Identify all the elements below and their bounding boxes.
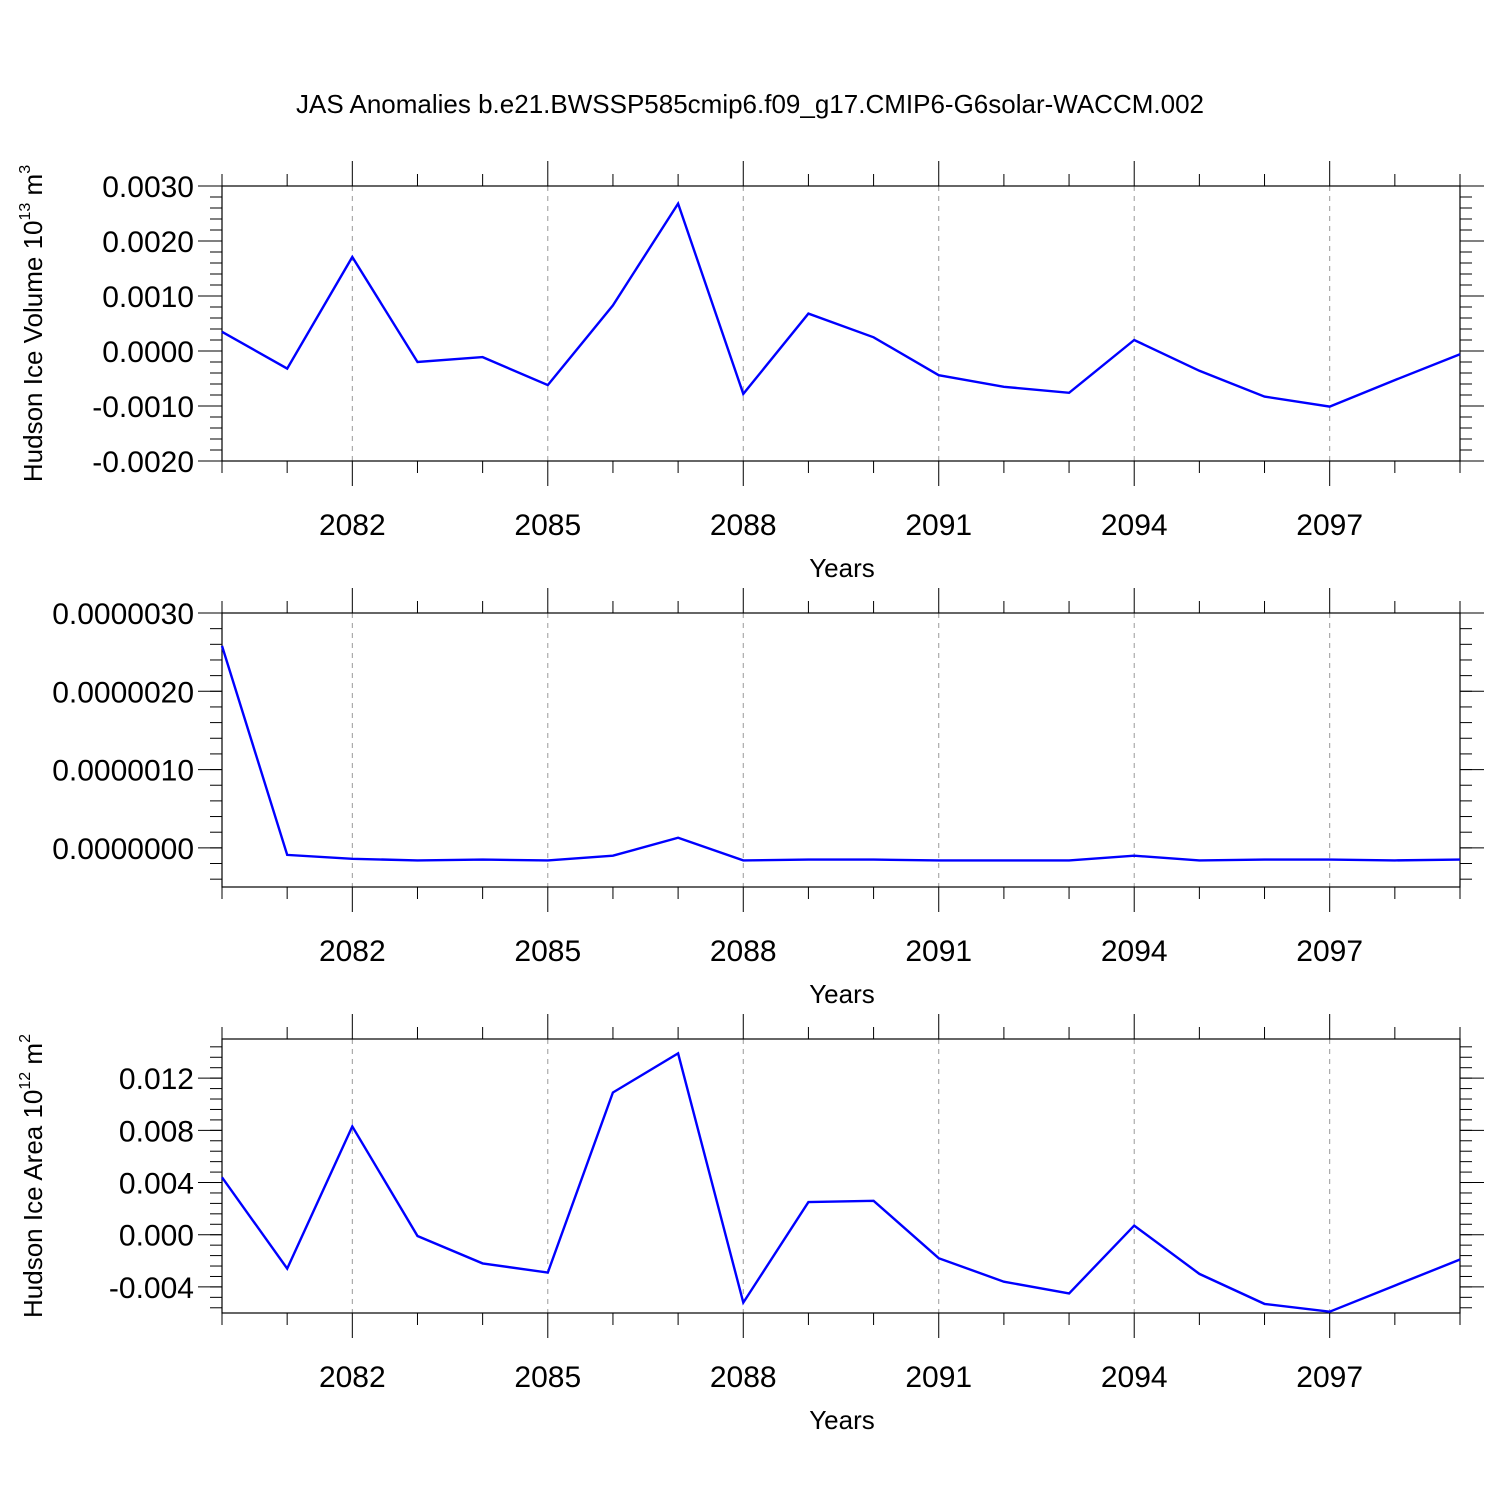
panel-1: -0.0020 -0.0010 0.0000 0.0010 0.0020 0.0030 20…: [17, 161, 1484, 583]
x-tick-label: 2097: [1296, 935, 1363, 968]
x-tick-label: 2091: [905, 935, 972, 968]
x-tick-label: 2085: [514, 935, 581, 968]
y-tick-label: 0.0000: [102, 336, 194, 369]
y-tick-label: -0.004: [109, 1272, 194, 1305]
plot-frame: [221, 185, 1461, 462]
x-tick-label: 2091: [905, 509, 972, 542]
y-tick-label: 0.0000010: [52, 755, 194, 788]
y-tick-label: 0.008: [119, 1115, 194, 1148]
y-tick-label: -0.0020: [92, 446, 194, 479]
x-tick-label: 2088: [710, 1361, 777, 1394]
y-axis-title-exp: 13: [17, 203, 34, 221]
x-axis-title: Years: [809, 553, 875, 583]
x-tick-label: 2097: [1296, 509, 1363, 542]
y-axis-title: Hudson Ice Volume 1013 m3: [17, 165, 48, 482]
series-line: [221, 200, 1461, 408]
x-tick-label: 2088: [710, 509, 777, 542]
y-axis-title-unit: m: [18, 174, 48, 203]
plot-frame: [221, 612, 1461, 888]
chart-title: JAS Anomalies b.e21.BWSSP585cmip6.f09_g1…: [296, 89, 1204, 119]
y-axis-title-unit-exp: 3: [17, 165, 34, 174]
x-axis-title: Years: [809, 1405, 875, 1435]
x-tick-label: 2091: [905, 1361, 972, 1394]
x-axis-title: Years: [809, 979, 875, 1009]
y-tick-label: 0.0030: [102, 171, 194, 204]
y-tick-label: 0.0000020: [52, 676, 194, 709]
y-axis-title-unit-exp: 2: [17, 1034, 34, 1043]
x-tick-label: 2082: [319, 1361, 386, 1394]
y-tick-label: 0.0020: [102, 226, 194, 259]
y-tick-label: 0.012: [119, 1063, 194, 1096]
y-tick-label: 0.0000030: [52, 598, 194, 631]
x-tick-label: 2082: [319, 509, 386, 542]
y-tick-label: -0.0010: [92, 391, 194, 424]
x-tick-label: 2082: [319, 935, 386, 968]
panel-2: 0.0000000 0.0000010 0.0000020 0.0000030 2082…: [52, 588, 1484, 1009]
y-axis-title-exp: 12: [17, 1072, 34, 1090]
x-tick-label: 2085: [514, 509, 581, 542]
y-tick-label: 0.0000000: [52, 833, 194, 866]
y-tick-label: 0.0010: [102, 281, 194, 314]
panel-3: -0.004 0.000 0.004 0.008 0.012 2082 2085 2088 20…: [17, 1014, 1484, 1435]
y-axis-title-unit: m: [18, 1043, 48, 1072]
x-tick-label: 2085: [514, 1361, 581, 1394]
series-line: [220, 645, 1461, 862]
x-tick-label: 2094: [1101, 935, 1168, 968]
y-axis-title: Hudson Ice Area 1012 m2: [17, 1034, 48, 1318]
y-tick-label: 0.004: [119, 1168, 194, 1201]
y-tick-label: 0.000: [119, 1220, 194, 1253]
y-axis-title-text: Hudson Ice Area 10: [18, 1090, 48, 1318]
x-tick-label: 2088: [710, 935, 777, 968]
x-tick-label: 2097: [1296, 1361, 1363, 1394]
x-tick-label: 2094: [1101, 1361, 1168, 1394]
x-tick-label: 2094: [1101, 509, 1168, 542]
series-line: [221, 1051, 1461, 1313]
plot-frame: [221, 1038, 1461, 1314]
y-axis-title-text: Hudson Ice Volume 10: [18, 220, 48, 482]
